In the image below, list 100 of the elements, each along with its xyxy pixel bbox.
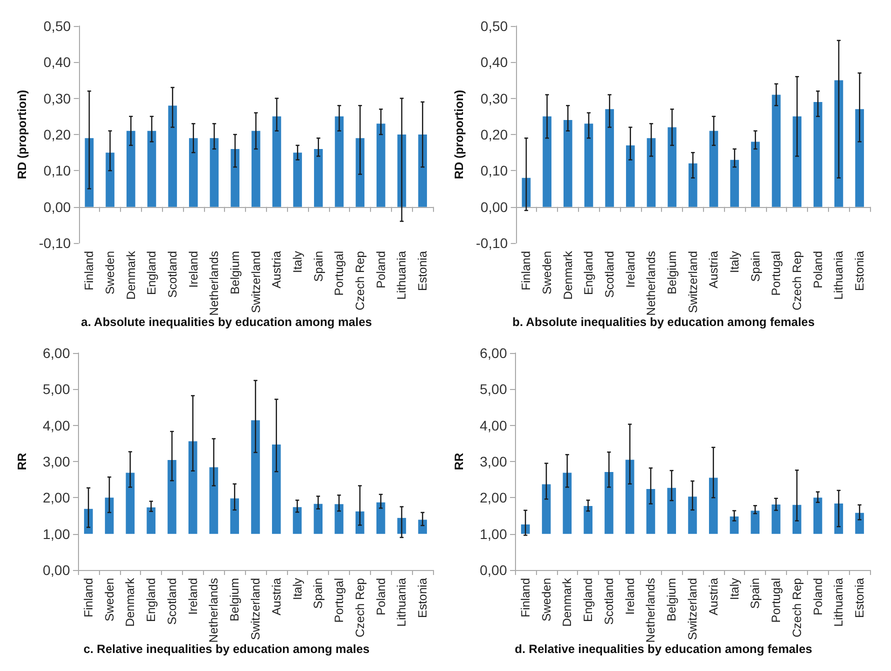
bar	[106, 152, 114, 207]
x-tick-label: Denmark	[124, 250, 138, 300]
y-tick-label: 0,00	[44, 198, 72, 215]
x-tick-label: Estonia	[416, 250, 430, 292]
text: c. Relative inequalities by education among males	[83, 642, 370, 656]
bar	[314, 504, 323, 534]
x-tick-label: Czech Rep	[353, 250, 368, 310]
x-tick-label: Finland	[518, 578, 532, 618]
x-tick-label: Italy	[728, 251, 742, 274]
bar	[376, 502, 386, 534]
bar	[418, 134, 427, 207]
x-tick-label: Czech Rep	[790, 250, 804, 310]
bar	[146, 507, 156, 534]
bar	[292, 507, 302, 534]
x-tick-label: Lithuania	[394, 578, 409, 627]
bar	[708, 478, 718, 534]
y-tick-label: 4,00	[480, 417, 508, 434]
x-tick-label: Scotland	[602, 578, 616, 625]
bar	[314, 148, 323, 207]
y-tick-label: 0,50	[480, 18, 508, 34]
x-tick-label: Austria	[706, 578, 720, 616]
x-tick-label: Czech Rep	[352, 578, 367, 638]
bar	[376, 124, 386, 207]
x-tick-label: Scotland	[602, 251, 617, 298]
x-tick-label: Spain	[311, 251, 326, 282]
bar	[605, 109, 614, 207]
bar	[646, 488, 656, 534]
x-tick-label: Spain	[748, 578, 762, 609]
bar	[730, 516, 739, 534]
x-tick-label: Poland	[810, 251, 825, 288]
bar	[168, 460, 176, 534]
x-tick-label: Poland	[374, 578, 388, 616]
x-tick-label: Belgium	[228, 251, 242, 294]
y-tick-label: 2,00	[42, 490, 70, 506]
x-tick-label: Austria	[270, 250, 284, 288]
bar	[626, 145, 635, 207]
bar	[814, 102, 822, 207]
x-tick-label: Portugal	[332, 578, 346, 623]
bar	[772, 504, 780, 534]
x-tick-label: Finland	[81, 578, 96, 618]
y-tick-label: 0,40	[480, 54, 508, 70]
y-tick-label: 2,00	[480, 490, 508, 506]
bar	[272, 444, 281, 534]
y-tick-label: 0,10	[480, 162, 508, 179]
x-tick-label: Ireland	[622, 578, 637, 615]
bar	[688, 163, 698, 207]
x-tick-label: England	[582, 251, 596, 296]
x-tick-label: Austria	[269, 578, 284, 616]
bar	[792, 504, 802, 534]
bar	[334, 116, 344, 207]
x-tick-label: Austria	[706, 250, 721, 288]
y-tick-label: 0,10	[44, 162, 72, 179]
y-tick-label: 0,00	[480, 198, 508, 215]
y-tick-label: 0,30	[480, 90, 508, 106]
x-tick-label: Finland	[519, 251, 534, 290]
bar	[188, 441, 198, 534]
text: a. Absolute inequalities by education among males	[81, 315, 372, 329]
y-tick-label: 0,00	[480, 562, 508, 578]
x-tick-label: Italy	[727, 578, 742, 600]
bar	[272, 116, 282, 207]
y-tick-label: 0,20	[44, 126, 72, 142]
bar	[646, 138, 656, 207]
bar	[772, 94, 781, 207]
bar	[625, 460, 634, 534]
bar	[584, 124, 594, 207]
x-tick-label: Netherlands	[206, 578, 221, 643]
bar	[251, 420, 260, 534]
bar	[356, 138, 364, 207]
y-axis-title: RR	[452, 452, 466, 470]
bar	[334, 504, 344, 534]
x-tick-label: Poland	[810, 578, 825, 616]
y-axis-title: RD (proportion)	[15, 90, 29, 180]
bar	[210, 138, 219, 207]
bar	[750, 510, 760, 534]
x-tick-label: Estonia	[852, 578, 867, 618]
bar	[813, 498, 822, 534]
x-tick-label: Sweden	[539, 578, 554, 622]
x-tick-label: Sweden	[103, 251, 118, 294]
x-tick-label: Spain	[311, 578, 326, 609]
x-tick-label: Switzerland	[248, 578, 262, 640]
x-tick-label: Denmark	[123, 577, 138, 627]
x-tick-label: Estonia	[416, 578, 430, 618]
y-tick-label: 3,00	[42, 454, 70, 470]
bar	[668, 127, 676, 207]
y-tick-label: 6,00	[480, 345, 508, 361]
x-tick-label: England	[144, 578, 158, 622]
x-tick-label: Belgium	[665, 251, 680, 294]
bar	[126, 472, 135, 534]
bar	[604, 472, 614, 534]
x-tick-label: England	[581, 578, 596, 622]
y-axis-title: RR	[15, 452, 29, 470]
y-tick-label: 0,40	[44, 54, 72, 70]
bar	[542, 484, 551, 534]
x-tick-label: Czech Rep	[790, 578, 804, 638]
x-tick-label: Switzerland	[248, 251, 263, 314]
x-tick-label: Netherlands	[644, 251, 658, 316]
text: b. Absolute inequalities by education among females	[512, 315, 815, 329]
x-tick-label: Spain	[748, 251, 762, 282]
x-tick-label: Scotland	[164, 578, 179, 625]
y-tick-label: 5,00	[480, 381, 508, 398]
